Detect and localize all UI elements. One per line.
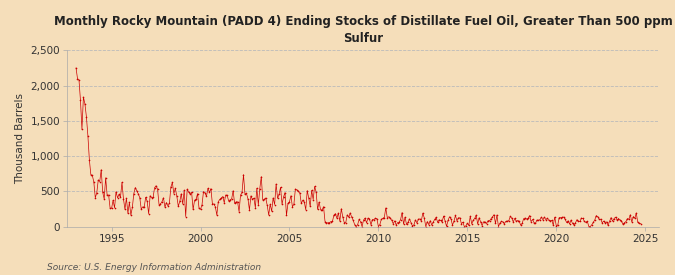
Text: Source: U.S. Energy Information Administration: Source: U.S. Energy Information Administ… xyxy=(47,263,261,272)
Y-axis label: Thousand Barrels: Thousand Barrels xyxy=(15,93,25,184)
Title: Monthly Rocky Mountain (PADD 4) Ending Stocks of Distillate Fuel Oil, Greater Th: Monthly Rocky Mountain (PADD 4) Ending S… xyxy=(54,15,672,45)
